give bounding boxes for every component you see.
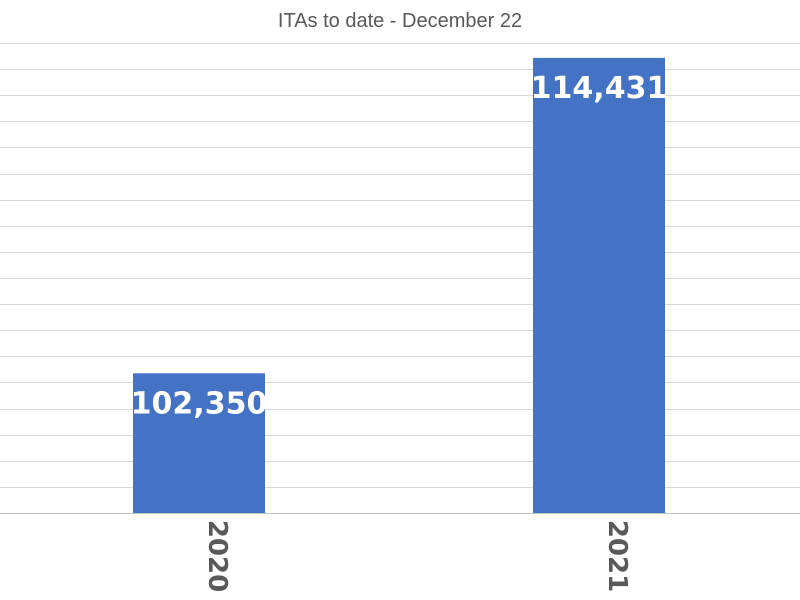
data-label-2021: 114,431: [531, 71, 668, 106]
bar-2020: [133, 373, 265, 513]
x-tick-2021: 2021: [602, 520, 632, 592]
data-label-2020: 102,350: [131, 386, 268, 421]
gridlines: [0, 43, 800, 514]
bar-2021: [533, 57, 665, 513]
x-tick-labels: 2020 2021: [202, 520, 632, 592]
x-tick-2020: 2020: [202, 520, 232, 592]
bars: [133, 57, 665, 513]
chart-title: ITAs to date - December 22: [278, 10, 522, 32]
data-labels: 102,350 114,431: [131, 71, 668, 421]
